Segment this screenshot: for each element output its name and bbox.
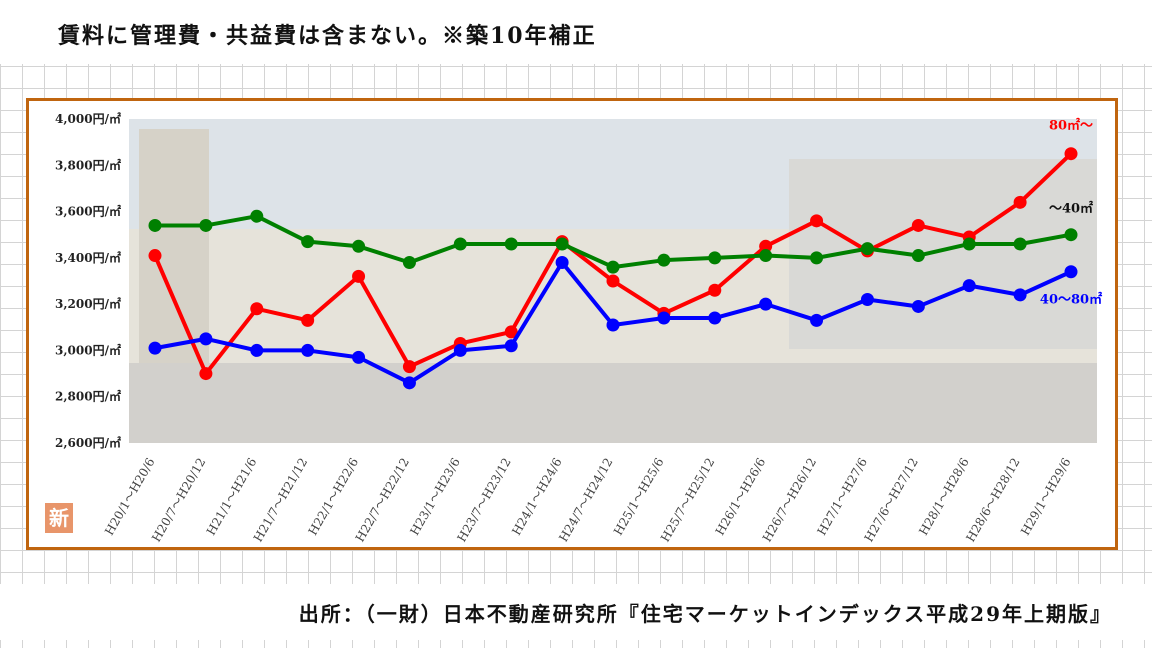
data-point	[1064, 147, 1078, 161]
y-tick-label: 3,600円/㎡	[55, 204, 121, 219]
data-point	[301, 313, 315, 327]
y-tick-label: 3,400円/㎡	[55, 250, 121, 265]
data-point	[453, 237, 467, 251]
data-point	[301, 343, 315, 357]
y-tick-label: 4,000円/㎡	[55, 111, 121, 126]
data-point	[860, 293, 874, 307]
data-point	[555, 237, 569, 251]
x-tick-label: H28/6～H28/12	[963, 456, 1022, 545]
data-point	[606, 260, 620, 274]
data-point	[352, 239, 366, 253]
data-point	[199, 218, 213, 232]
data-point	[810, 214, 824, 228]
data-point	[606, 274, 620, 288]
data-point	[911, 218, 925, 232]
data-point	[810, 251, 824, 265]
data-point	[962, 237, 976, 251]
data-point	[708, 251, 722, 265]
chart-frame: 4,000円/㎡ 3,800円/㎡ 3,600円/㎡ 3,400円/㎡ 3,200円/㎡…	[26, 98, 1118, 550]
data-point	[759, 239, 773, 253]
footer-band: 出所：（一財）日本不動産研究所『住宅マーケットインデックス平成29年上期版』	[0, 584, 1152, 640]
data-point	[1064, 265, 1078, 279]
x-tick-label: H25/1～H25/6	[611, 456, 667, 538]
data-point	[199, 367, 213, 381]
data-point	[1064, 228, 1078, 242]
x-tick-label: H22/1～H22/6	[306, 456, 362, 538]
x-tick-label: H21/1～H21/6	[204, 456, 260, 538]
x-tick-label: H24/1～H24/6	[509, 456, 565, 538]
data-point	[606, 318, 620, 332]
x-tick-label: H26/7～H26/12	[760, 456, 819, 545]
data-point	[250, 343, 264, 357]
data-point	[962, 279, 976, 293]
data-point	[148, 249, 162, 263]
series-label: 80㎡～	[1049, 118, 1093, 134]
x-tick-label: H23/7～H23/12	[454, 456, 513, 545]
y-tick-label: 3,000円/㎡	[55, 342, 121, 357]
plot-street	[129, 363, 1097, 443]
data-point	[352, 350, 366, 364]
data-point	[911, 299, 925, 313]
x-tick-label: H27/6～H27/12	[862, 456, 921, 545]
data-point	[402, 360, 416, 374]
data-point	[504, 339, 518, 353]
y-tick-label: 3,200円/㎡	[55, 296, 121, 311]
data-point	[708, 311, 722, 325]
x-tick-label: H20/7～H20/12	[149, 456, 208, 545]
x-tick-label: H26/1～H26/6	[713, 456, 769, 538]
source-citation: 出所：（一財）日本不動産研究所『住宅マーケットインデックス平成29年上期版』	[298, 602, 1112, 626]
x-tick-label: H22/7～H22/12	[353, 456, 412, 545]
data-point	[504, 325, 518, 339]
header-band: 賃料に管理費・共益費は含まない。※築10年補正	[0, 0, 1152, 64]
data-point	[657, 253, 671, 267]
data-point	[708, 283, 722, 297]
x-tick-label: H28/1～H28/6	[916, 455, 972, 537]
new-badge: 新	[45, 503, 73, 533]
y-tick-label: 2,600円/㎡	[55, 435, 121, 450]
data-point	[759, 297, 773, 311]
data-point	[148, 341, 162, 355]
data-point	[504, 237, 518, 251]
x-tick-label: H27/1～H27/6	[815, 456, 871, 538]
data-point	[860, 242, 874, 256]
data-point	[250, 209, 264, 223]
data-point	[301, 235, 315, 249]
data-point	[657, 311, 671, 325]
x-tick-label: H24/7～H24/12	[556, 456, 615, 545]
data-point	[555, 255, 569, 269]
series-label: ～40㎡	[1049, 201, 1093, 217]
y-tick-label: 2,800円/㎡	[55, 389, 121, 404]
data-point	[402, 376, 416, 390]
data-point	[1013, 195, 1027, 209]
x-tick-label: H29/1～H29/6	[1018, 456, 1074, 538]
data-point	[1013, 288, 1027, 302]
data-point	[911, 249, 925, 263]
page-title: 賃料に管理費・共益費は含まない。※築10年補正	[58, 23, 597, 49]
x-tick-label: H23/1～H23/6	[407, 456, 463, 538]
data-point	[402, 255, 416, 269]
data-point	[810, 313, 824, 327]
x-tick-label: H21/7～H21/12	[251, 456, 310, 545]
series-label: 40～80㎡	[1040, 292, 1102, 308]
x-tick-label: H20/1～H20/6	[102, 456, 158, 538]
x-tick-label: H25/7～H25/12	[658, 456, 717, 545]
data-point	[148, 218, 162, 232]
data-point	[1013, 237, 1027, 251]
data-point	[759, 249, 773, 263]
rent-line-chart: 4,000円/㎡ 3,800円/㎡ 3,600円/㎡ 3,400円/㎡ 3,200円/㎡…	[55, 111, 1102, 545]
data-point	[250, 302, 264, 316]
data-point	[199, 332, 213, 346]
y-tick-label: 3,800円/㎡	[55, 157, 121, 172]
data-point	[352, 269, 366, 283]
data-point	[453, 343, 467, 357]
